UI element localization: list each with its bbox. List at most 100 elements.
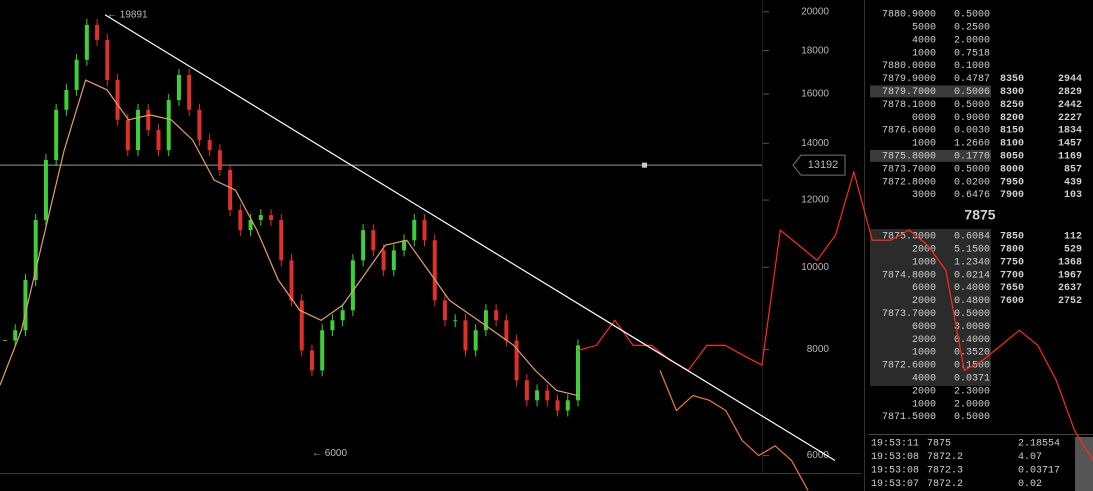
candle-body <box>350 260 355 311</box>
candle-body <box>95 24 100 40</box>
trade-time: 19:53:11 <box>871 439 919 450</box>
trade-price: 7872.2 <box>927 479 963 490</box>
ask-price: 7880.9000 <box>882 10 936 21</box>
ask-depth-price: 8250 <box>1000 100 1024 111</box>
candle-body <box>402 240 407 251</box>
candle-body <box>576 345 580 401</box>
bid-price: 7871.5000 <box>882 412 936 423</box>
ask-price: 1000 <box>912 48 936 59</box>
ask-depth-qty: 1169 <box>1058 152 1082 163</box>
ask-depth-qty: 439 <box>1064 177 1082 188</box>
ask-depth-price: 8050 <box>1000 152 1024 163</box>
candle-body <box>361 230 366 261</box>
candle-body <box>320 330 325 371</box>
ask-depth-qty: 2442 <box>1058 100 1082 111</box>
candle-body <box>23 280 28 331</box>
candle-body <box>453 320 458 322</box>
y-tick-label: 20000 <box>801 6 829 17</box>
candle-body <box>545 390 550 401</box>
trendline <box>104 14 836 462</box>
candle-body <box>463 320 468 351</box>
indicator-line <box>0 79 579 397</box>
ask-depth-qty: 1834 <box>1058 126 1082 137</box>
ask-price: 0000 <box>912 113 936 124</box>
candle-body <box>156 130 161 151</box>
annotation: ← 19891 <box>107 9 148 20</box>
ask-price: 1000 <box>912 139 936 150</box>
ask-depth-qty: 2944 <box>1058 74 1082 85</box>
ask-price: 7872.8000 <box>882 177 936 188</box>
ask-depth-qty: 2829 <box>1058 87 1082 98</box>
ask-amount: 0.0030 <box>954 126 990 137</box>
ask-price: 7879.7000 <box>882 87 936 98</box>
candle-body <box>504 320 509 341</box>
bid-depth-price: 7750 <box>1000 257 1024 268</box>
bid-depth-price: 7650 <box>1000 283 1024 294</box>
bid-amount: 0.0214 <box>954 270 990 281</box>
candle-body <box>228 170 233 211</box>
candle-body <box>13 330 18 341</box>
candle-body <box>483 310 488 331</box>
y-tick-label: 8000 <box>807 344 830 355</box>
candle-body <box>535 390 540 401</box>
bid-amount: 0.4800 <box>954 296 990 307</box>
bid-amount: 3.0000 <box>954 322 990 333</box>
bid-amount: 5.1500 <box>954 245 990 256</box>
ask-amount: 0.6476 <box>954 190 990 201</box>
bid-depth-qty: 2752 <box>1058 296 1082 307</box>
candle-body <box>473 330 478 351</box>
candle-body <box>64 89 69 110</box>
bid-amount: 1.2340 <box>954 257 990 268</box>
bid-depth-qty: 2637 <box>1058 283 1082 294</box>
candle-body <box>381 250 386 271</box>
candle-body <box>555 400 560 411</box>
ask-depth-price: 8100 <box>1000 139 1024 150</box>
bid-price: 7873.7000 <box>882 309 936 320</box>
bid-price: 7874.8000 <box>882 270 936 281</box>
candle-body <box>146 109 151 131</box>
candle-body <box>514 340 519 381</box>
candle-body <box>330 320 335 331</box>
scrollbar[interactable] <box>1075 437 1093 491</box>
y-tick-label: 12000 <box>801 195 829 206</box>
level-label: 13192 <box>808 159 839 171</box>
trade-price: 7875 <box>927 439 951 450</box>
ask-amount: 0.2500 <box>954 23 990 34</box>
ask-depth-price: 8350 <box>1000 74 1024 85</box>
bid-price: 6000 <box>912 283 936 294</box>
candle-body <box>248 219 253 231</box>
trade-qty: 2.18554 <box>1018 439 1060 450</box>
ask-depth-qty: 2227 <box>1058 113 1082 124</box>
ask-depth-qty: 857 <box>1064 164 1082 175</box>
ask-amount: 0.1770 <box>954 152 990 163</box>
candle-body <box>136 109 141 151</box>
ask-amount: 0.5000 <box>954 100 990 111</box>
candle-body <box>176 74 181 101</box>
bid-price: 1000 <box>912 399 936 410</box>
y-tick-label: 18000 <box>801 45 829 56</box>
ask-price: 3000 <box>912 190 936 201</box>
bid-amount: 2.0000 <box>954 399 990 410</box>
bid-price: 2000 <box>912 335 936 346</box>
candle-body <box>289 260 294 301</box>
candle-body <box>74 59 79 90</box>
bid-depth-qty: 1368 <box>1058 257 1082 268</box>
y-tick-label: 6000 <box>807 450 830 461</box>
trade-qty: 0.02 <box>1018 479 1042 490</box>
order-book-panel: 7880.9000 0.5000 5000 0.2500 4000 2.0000 1000 0… <box>864 0 1093 491</box>
bid-price: 4000 <box>912 374 936 385</box>
ask-depth-qty: 103 <box>1064 190 1082 201</box>
candle-body <box>125 119 130 151</box>
last-price: 7875 <box>964 207 995 223</box>
ask-amount: 0.5000 <box>954 164 990 175</box>
bid-depth-price: 7600 <box>1000 296 1024 307</box>
bid-price: 7875.3000 <box>882 232 936 243</box>
candle-body <box>207 140 212 151</box>
trade-time: 19:53:08 <box>871 465 919 476</box>
trade-qty: 4.07 <box>1018 452 1042 463</box>
ask-price: 4000 <box>912 35 936 46</box>
y-tick-label: 14000 <box>801 138 829 149</box>
candle-body <box>238 210 243 231</box>
bid-price: 1000 <box>912 348 936 359</box>
